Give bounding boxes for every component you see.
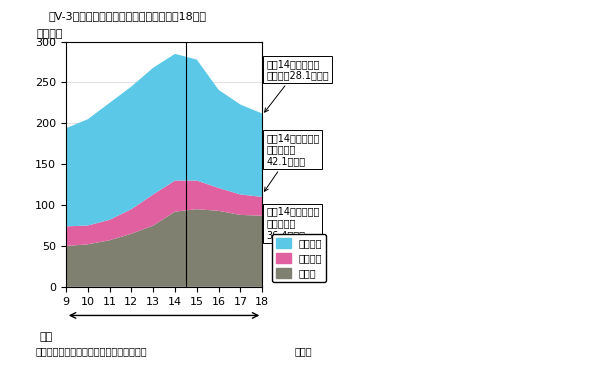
Text: 実施後: 実施後 <box>294 346 313 356</box>
Y-axis label: （万件）: （万件） <box>37 29 63 39</box>
Text: 平成14年に比べ、
侵入犯罪は
36.4％減少: 平成14年に比べ、 侵入犯罪は 36.4％減少 <box>263 206 319 240</box>
Text: 平成14年に比べ、
刑法犯は28.1％減少: 平成14年に比べ、 刑法犯は28.1％減少 <box>265 59 329 112</box>
Text: 平成14年に比べ、
衚頭犯罪は
42.1％減少: 平成14年に比べ、 衚頭犯罪は 42.1％減少 <box>265 133 319 191</box>
Legend: 衚頭犯罪, 侵入犯罪, その他: 衚頭犯罪, 侵入犯罪, その他 <box>273 234 326 282</box>
Text: 衚頭犯罪・侵入犯罪抑止総合対策　実施前: 衚頭犯罪・侵入犯罪抑止総合対策 実施前 <box>35 346 147 356</box>
Text: 平成: 平成 <box>39 332 53 342</box>
Text: 図V-3　刑法犯認知件数の推移（平成９～18年）: 図V-3 刑法犯認知件数の推移（平成９～18年） <box>49 11 206 21</box>
